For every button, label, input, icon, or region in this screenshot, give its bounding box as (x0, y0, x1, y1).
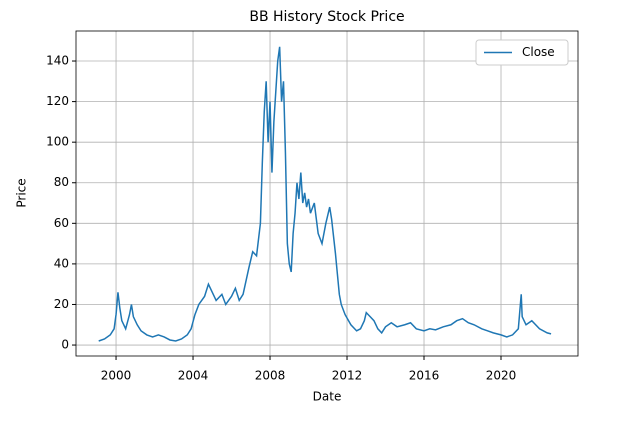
x-tick-label: 2000 (101, 369, 132, 383)
y-tick-label: 80 (54, 175, 69, 189)
y-tick-label: 120 (46, 94, 69, 108)
data-line (98, 46, 552, 342)
x-tick-label: 2004 (178, 369, 209, 383)
legend-label: Close (522, 45, 555, 59)
x-tick-label: 2012 (332, 369, 363, 383)
x-axis-label: Date (313, 390, 342, 404)
x-tick-label: 2008 (255, 369, 286, 383)
y-axis-label: Price (15, 178, 29, 207)
y-tick-label: 20 (54, 297, 69, 311)
y-tick-label: 0 (61, 338, 69, 352)
chart-title: BB History Stock Price (249, 9, 404, 25)
legend-box (475, 39, 569, 66)
y-tick-label: 100 (46, 135, 69, 149)
y-tick-label: 60 (54, 216, 69, 230)
y-tick-label: 40 (54, 256, 69, 270)
x-tick-label: 2020 (486, 369, 517, 383)
x-tick-label: 2016 (409, 369, 440, 383)
plot-frame (75, 30, 579, 357)
y-tick-label: 140 (46, 54, 69, 68)
